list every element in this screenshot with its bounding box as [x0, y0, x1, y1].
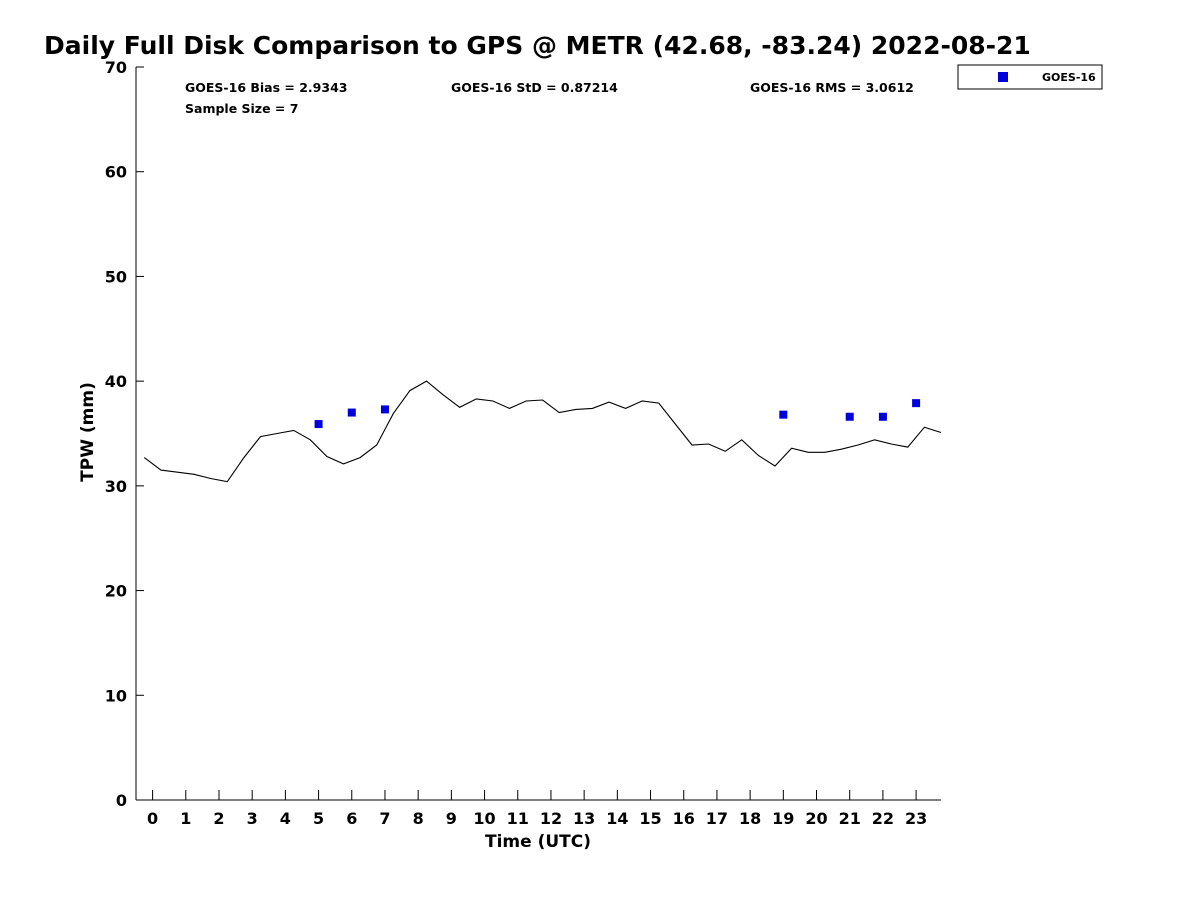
- y-axis-label: TPW (mm): [78, 382, 98, 482]
- goes16-point: [347, 408, 356, 417]
- gps-tpw-line: [143, 380, 942, 483]
- stats-annotations: GOES-16 Bias = 2.9343 GOES-16 StD = 0.87…: [185, 80, 914, 116]
- x-tick-label: 17: [706, 809, 728, 828]
- x-tick-label: 1: [180, 809, 191, 828]
- x-tick-label: 8: [413, 809, 424, 828]
- legend: GOES-16: [957, 64, 1103, 90]
- x-tick-label: 16: [673, 809, 695, 828]
- y-tick-label: 70: [105, 58, 127, 77]
- x-axis-label: Time (UTC): [485, 832, 591, 852]
- goes16-point: [314, 420, 323, 429]
- x-tick-label: 6: [346, 809, 357, 828]
- x-tick-label: 5: [313, 809, 324, 828]
- legend-label-goes16: GOES-16: [1042, 71, 1096, 84]
- x-tick-label: 2: [213, 809, 224, 828]
- legend-marker-goes16: [998, 72, 1008, 82]
- sample-size-annotation: Sample Size = 7: [185, 101, 298, 116]
- x-tick-label: 13: [573, 809, 595, 828]
- y-tick-label: 0: [116, 791, 127, 810]
- x-tick-label: 23: [905, 809, 927, 828]
- x-tick-label: 3: [247, 809, 258, 828]
- x-tick-label: 22: [872, 809, 894, 828]
- x-tick-label: 18: [739, 809, 761, 828]
- x-tick-label: 14: [606, 809, 628, 828]
- x-tick-label: 12: [540, 809, 562, 828]
- y-tick-label: 30: [105, 477, 127, 496]
- goes16-point: [380, 405, 389, 414]
- y-tick-label: 60: [105, 163, 127, 182]
- y-tick-label: 20: [105, 582, 127, 601]
- x-tick-label: 20: [805, 809, 827, 828]
- y-tick-label: 50: [105, 267, 127, 286]
- x-tick-label: 4: [280, 809, 291, 828]
- std-annotation: GOES-16 StD = 0.87214: [451, 80, 618, 95]
- x-tick-label: 7: [379, 809, 390, 828]
- x-tick-label: 0: [147, 809, 158, 828]
- goes16-point: [845, 412, 854, 421]
- x-tick-label: 10: [473, 809, 495, 828]
- y-tick-label: 10: [105, 686, 127, 705]
- x-tick-label: 9: [446, 809, 457, 828]
- x-tick-label: 11: [507, 809, 529, 828]
- bias-annotation: GOES-16 Bias = 2.9343: [185, 80, 347, 95]
- x-tick-label: 21: [839, 809, 861, 828]
- y-tick-label: 40: [105, 372, 127, 391]
- goes16-point: [912, 399, 921, 408]
- chart-title: Daily Full Disk Comparison to GPS @ METR…: [44, 31, 1031, 60]
- x-tick-label: 19: [772, 809, 794, 828]
- legend-box: [957, 64, 1103, 90]
- series-layer: [143, 380, 942, 483]
- rms-annotation: GOES-16 RMS = 3.0612: [750, 80, 914, 95]
- goes16-point: [779, 410, 788, 419]
- x-tick-label: 15: [639, 809, 661, 828]
- goes16-point: [878, 412, 887, 421]
